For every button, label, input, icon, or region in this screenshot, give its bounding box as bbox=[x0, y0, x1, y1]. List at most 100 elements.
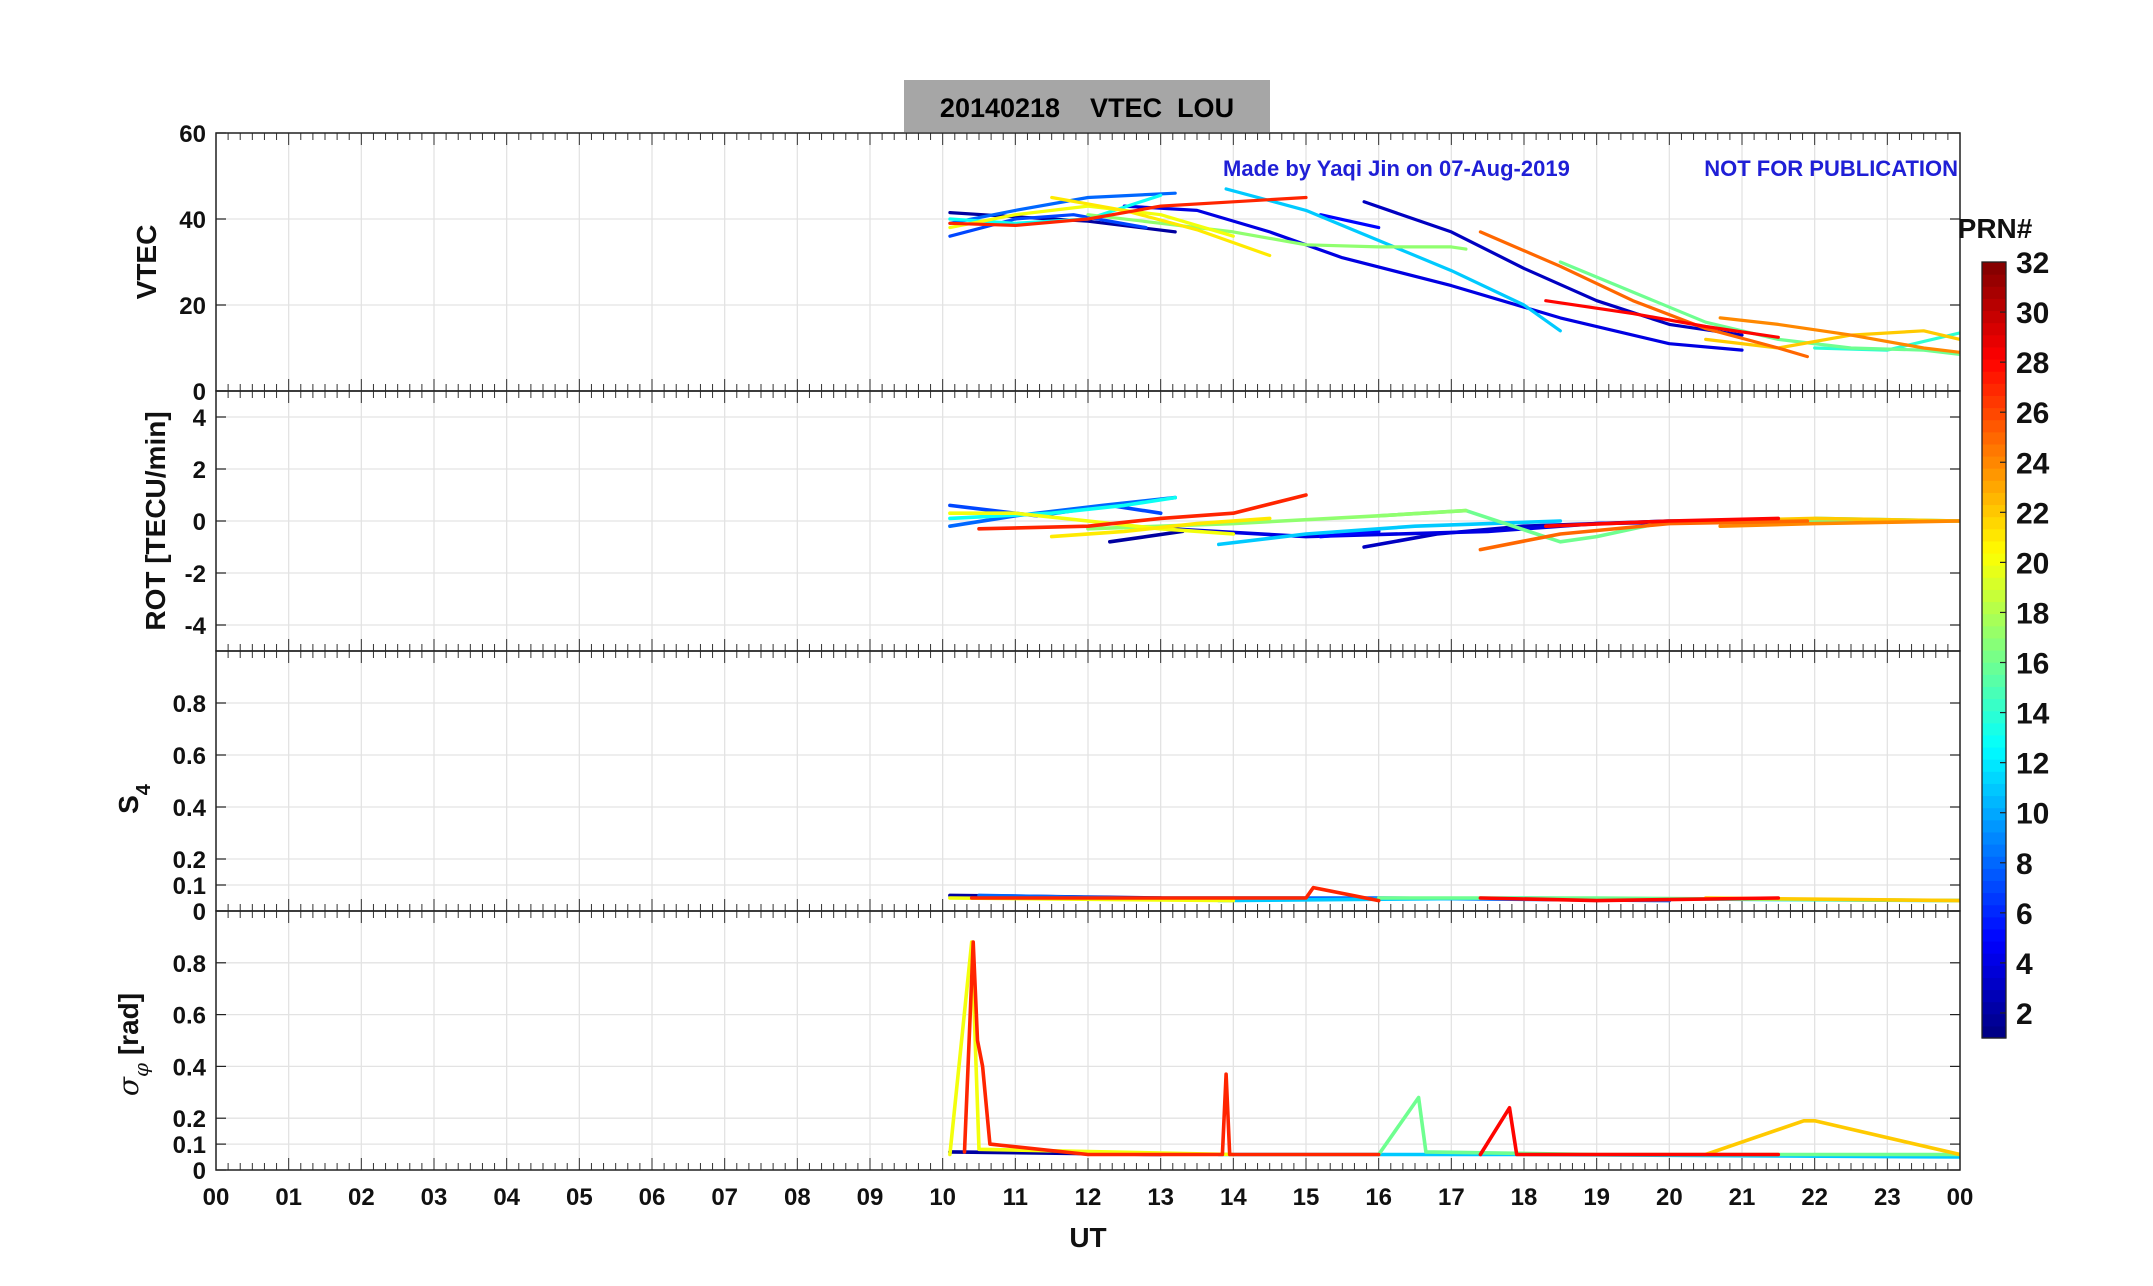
axes-frame bbox=[215, 910, 1961, 1171]
x-tick-label: 16 bbox=[1365, 1184, 1392, 1211]
y-tick-label: 0.8 bbox=[173, 691, 206, 718]
colorbar-frame bbox=[1981, 261, 2007, 1039]
colorbar-segment bbox=[1982, 553, 2006, 566]
colorbar-segment bbox=[1982, 383, 2006, 396]
colorbar-segment bbox=[1982, 722, 2006, 736]
colorbar-segment bbox=[1982, 516, 2006, 530]
colorbar-segment bbox=[1982, 395, 2006, 409]
series-prn-16 bbox=[1558, 260, 1960, 356]
colorbar-tick-label: 4 bbox=[2016, 948, 2033, 981]
colorbar-segment bbox=[1982, 298, 2006, 312]
series-prn-20 bbox=[948, 940, 1236, 1157]
x-tick-labels: 00 01 02 03 04 05 06 07 08 09 10 11 12 13 14 15 16 17 18 19… bbox=[203, 1184, 1974, 1211]
y-tick-label: 0.6 bbox=[173, 743, 206, 770]
series-prn-7 bbox=[948, 213, 1148, 238]
colorbar-segment bbox=[1982, 747, 2006, 760]
y-tick-label: 0.4 bbox=[173, 795, 207, 822]
colorbar-tick-label: 22 bbox=[2016, 497, 2049, 530]
y-tick-label: 2 bbox=[193, 457, 206, 484]
y-tick-label: 0.1 bbox=[173, 1132, 206, 1159]
series-prn-2 bbox=[1108, 529, 1185, 544]
series-prn-5 bbox=[1318, 529, 1381, 539]
panel-sigphi: 00.10.2 0.4 0.6 0.8 σφ [rad] bbox=[112, 910, 1961, 1185]
series-prn-13 bbox=[948, 495, 1177, 521]
credit-annotation: Made by Yaqi Jin on 07-Aug-2019 bbox=[1223, 156, 1570, 181]
y-tick-label: 0.1 bbox=[173, 873, 206, 900]
colorbar-segment bbox=[1982, 807, 2006, 821]
colorbar-segment bbox=[1982, 371, 2006, 384]
colorbar-segment bbox=[1982, 904, 2006, 918]
series-prn-27 bbox=[962, 940, 1381, 1157]
colorbar-segment bbox=[1982, 504, 2006, 518]
series-prn-28 bbox=[1544, 299, 1780, 339]
x-tick-label: 07 bbox=[711, 1184, 738, 1211]
y-tick-label: 0.6 bbox=[173, 1003, 206, 1030]
colorbar-segment bbox=[1982, 989, 2006, 1003]
colorbar-segment bbox=[1982, 1013, 2006, 1027]
series-prn-28 bbox=[1478, 896, 1781, 903]
colorbar-segment bbox=[1982, 941, 2006, 954]
x-tick-label: 18 bbox=[1511, 1184, 1538, 1211]
series-prn-3 bbox=[1362, 200, 1744, 337]
series-prn-21 bbox=[1050, 195, 1272, 258]
y-tick-label: 0 bbox=[193, 899, 206, 926]
colorbar-segment bbox=[1982, 334, 2006, 348]
colorbar-segment bbox=[1982, 540, 2006, 554]
x-tick-label: 12 bbox=[1075, 1184, 1102, 1211]
colorbar-tick-label: 20 bbox=[2016, 547, 2049, 580]
y-tick-label: -2 bbox=[185, 561, 206, 588]
colorbar-segment bbox=[1982, 262, 2006, 275]
colorbar-segment bbox=[1982, 795, 2006, 809]
colorbar-segment bbox=[1982, 965, 2006, 978]
colorbar-tick-label: 26 bbox=[2016, 397, 2049, 430]
colorbar-segment bbox=[1982, 650, 2006, 663]
y-tick-label: 0 bbox=[193, 379, 206, 406]
series-prn-27 bbox=[977, 493, 1308, 531]
y-tick-label: 40 bbox=[179, 207, 206, 234]
colorbar-segment bbox=[1982, 565, 2006, 578]
x-tick-label: 01 bbox=[275, 1184, 302, 1211]
x-tick-label: 14 bbox=[1220, 1184, 1247, 1211]
series-prn-11 bbox=[1224, 187, 1562, 333]
colorbar-tick-label: 14 bbox=[2016, 698, 2050, 731]
colorbar-segment bbox=[1982, 819, 2006, 833]
panel-vtec: 0 20 40 60 VTEC bbox=[131, 121, 1961, 406]
colorbar-segment bbox=[1982, 456, 2006, 469]
x-tick-label: 22 bbox=[1801, 1184, 1828, 1211]
colorbar-segment bbox=[1982, 928, 2006, 942]
series-prn-11 bbox=[1217, 519, 1563, 547]
colorbar-tick-label: 18 bbox=[2016, 597, 2049, 630]
x-tick-label: 23 bbox=[1874, 1184, 1901, 1211]
colorbar-segment bbox=[1982, 443, 2006, 457]
colorbar-segment bbox=[1982, 346, 2006, 360]
series-prn-5 bbox=[1318, 213, 1381, 230]
title-box: 20140218 VTEC LOU bbox=[904, 80, 1270, 132]
colorbar-segment bbox=[1982, 419, 2006, 433]
y-tick-label: -4 bbox=[185, 613, 207, 640]
colorbar-tick-label: 8 bbox=[2016, 848, 2033, 881]
colorbar-segment bbox=[1982, 528, 2006, 542]
series-prn-28 bbox=[1544, 516, 1781, 529]
colorbar-segment bbox=[1982, 589, 2006, 603]
x-tick-label: 10 bbox=[929, 1184, 956, 1211]
series-prn-27 bbox=[948, 195, 1308, 227]
colorbar-tick-label: 24 bbox=[2016, 447, 2050, 480]
y-tick-label: 0.8 bbox=[173, 951, 206, 978]
colorbar-segment bbox=[1982, 880, 2006, 894]
colorbar-segment bbox=[1982, 310, 2006, 324]
x-tick-label: 08 bbox=[784, 1184, 811, 1211]
colorbar-tick-label: 16 bbox=[2016, 648, 2049, 681]
y-tick-label: 0 bbox=[193, 1158, 206, 1185]
colorbar-segment bbox=[1982, 686, 2006, 700]
colorbar-tick-label: 2 bbox=[2016, 998, 2033, 1031]
colorbar-segment bbox=[1982, 662, 2006, 675]
colorbar-segment bbox=[1982, 674, 2006, 687]
x-tick-label: 00 bbox=[203, 1184, 230, 1211]
x-tick-label: 19 bbox=[1583, 1184, 1610, 1211]
series-prn-24 bbox=[1718, 519, 1960, 529]
x-tick-label: 06 bbox=[639, 1184, 666, 1211]
colorbar-segment bbox=[1982, 322, 2006, 336]
colorbar-segment bbox=[1982, 856, 2006, 869]
colorbar-tick-label: 10 bbox=[2016, 798, 2049, 831]
